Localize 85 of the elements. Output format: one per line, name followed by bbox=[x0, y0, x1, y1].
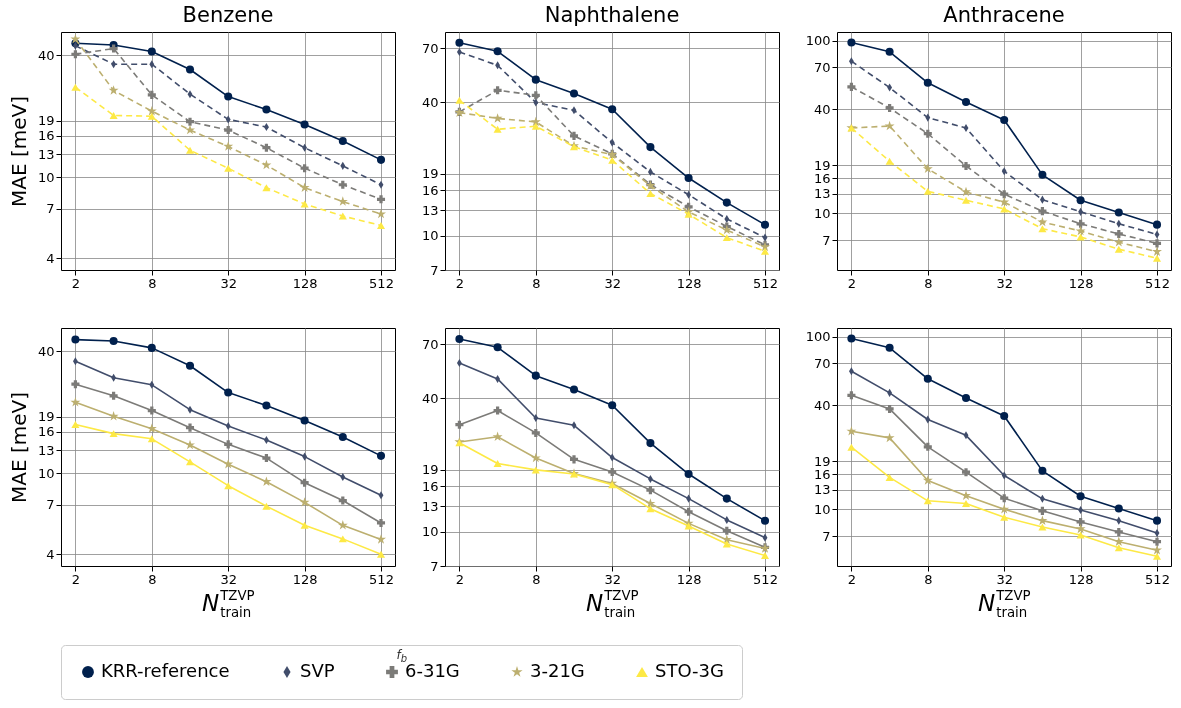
y-tick-label: 19 bbox=[37, 113, 55, 129]
y-tick-label: 7 bbox=[46, 201, 55, 217]
x-tick-label: 2 bbox=[71, 275, 81, 291]
legend-label: KRR-reference bbox=[101, 660, 230, 681]
x-tick-label: 32 bbox=[220, 275, 237, 291]
y-tick-label: 7 bbox=[430, 558, 439, 574]
x-tick-label: 8 bbox=[148, 571, 157, 587]
y-tick-label: 19 bbox=[421, 166, 439, 182]
x-tick-label: 8 bbox=[924, 571, 933, 587]
y-tick-label: 19 bbox=[813, 157, 831, 173]
x-tick-label: 128 bbox=[292, 275, 318, 291]
y-tick-label: 40 bbox=[37, 343, 55, 359]
chart-title: Naphthalene bbox=[544, 3, 680, 27]
y-tick-label: 16 bbox=[37, 424, 55, 440]
y-tick-label: 7 bbox=[430, 262, 439, 278]
x-tick-label: 32 bbox=[996, 571, 1013, 587]
x-tick-label: 128 bbox=[292, 571, 318, 587]
y-tick-label: 40 bbox=[813, 101, 831, 117]
x-tick-label: 512 bbox=[369, 275, 394, 291]
y-tick-label: 10 bbox=[813, 501, 831, 517]
y-tick-label: 13 bbox=[37, 442, 55, 458]
y-tick-label: 13 bbox=[421, 202, 439, 218]
x-tick-label: 32 bbox=[996, 275, 1013, 291]
y-tick-label: 10 bbox=[37, 465, 55, 481]
x-tick-label: 8 bbox=[532, 571, 541, 587]
x-tick-label: 512 bbox=[369, 571, 394, 587]
y-axis-title: MAE [meV] bbox=[6, 391, 31, 504]
y-tick-label: 13 bbox=[37, 146, 55, 162]
x-tick-label: 8 bbox=[148, 275, 157, 291]
y-tick-label: 10 bbox=[421, 228, 439, 244]
y-tick-label: 40 bbox=[37, 47, 55, 63]
y-tick-label: 19 bbox=[421, 462, 439, 478]
x-tick-label: 2 bbox=[455, 571, 465, 587]
y-tick-label: 16 bbox=[813, 170, 831, 186]
y-tick-label: 16 bbox=[813, 466, 831, 482]
y-tick-label: 13 bbox=[813, 186, 831, 202]
y-tick-label: 4 bbox=[46, 546, 55, 562]
legend-label: 3-21G bbox=[530, 660, 585, 681]
y-tick-label: 100 bbox=[805, 33, 831, 49]
x-tick-label: 512 bbox=[1145, 571, 1170, 587]
y-tick-label: 7 bbox=[822, 232, 831, 248]
y-tick-label: 13 bbox=[421, 498, 439, 514]
legend-label: STO-3G bbox=[655, 660, 724, 681]
x-tick-label: 32 bbox=[604, 275, 621, 291]
y-tick-label: 16 bbox=[37, 128, 55, 144]
x-tick-label: 128 bbox=[676, 571, 702, 587]
x-tick-label: 512 bbox=[1145, 275, 1170, 291]
y-tick-label: 16 bbox=[421, 478, 439, 494]
x-tick-label: 8 bbox=[532, 275, 541, 291]
y-tick-label: 40 bbox=[421, 390, 439, 406]
y-tick-label: 10 bbox=[421, 524, 439, 540]
y-tick-label: 13 bbox=[813, 482, 831, 498]
y-tick-label: 7 bbox=[46, 497, 55, 513]
x-tick-label: 32 bbox=[604, 571, 621, 587]
y-tick-label: 40 bbox=[421, 94, 439, 110]
x-tick-label: 32 bbox=[220, 571, 237, 587]
y-tick-label: 19 bbox=[813, 453, 831, 469]
y-tick-label: 70 bbox=[421, 40, 439, 56]
y-tick-label: 40 bbox=[813, 397, 831, 413]
y-tick-label: 7 bbox=[822, 528, 831, 544]
y-tick-label: 10 bbox=[813, 205, 831, 221]
chart-title: Anthracene bbox=[943, 3, 1065, 27]
x-tick-label: 2 bbox=[847, 275, 857, 291]
legend-label: SVP bbox=[300, 660, 335, 681]
x-tick-label: 512 bbox=[753, 275, 778, 291]
y-tick-label: 70 bbox=[813, 355, 831, 371]
x-tick-label: 128 bbox=[676, 275, 702, 291]
x-tick-label: 128 bbox=[1068, 571, 1094, 587]
y-tick-label: 70 bbox=[421, 336, 439, 352]
y-axis-title: MAE [meV] bbox=[6, 95, 31, 208]
x-tick-label: 512 bbox=[753, 571, 778, 587]
y-tick-label: 70 bbox=[813, 59, 831, 75]
y-tick-label: 4 bbox=[46, 250, 55, 266]
legend-title: f$_{b}$ bbox=[396, 647, 408, 664]
x-tick-label: 2 bbox=[847, 571, 857, 587]
x-tick-label: 128 bbox=[1068, 275, 1094, 291]
y-tick-label: 19 bbox=[37, 409, 55, 425]
chart-title: Benzene bbox=[182, 3, 274, 27]
y-tick-label: 100 bbox=[805, 329, 831, 345]
x-tick-label: 8 bbox=[924, 275, 933, 291]
y-tick-label: 10 bbox=[37, 169, 55, 185]
y-tick-label: 16 bbox=[421, 182, 439, 198]
x-tick-label: 2 bbox=[455, 275, 465, 291]
legend-label: 6-31G bbox=[405, 660, 460, 681]
x-tick-label: 2 bbox=[71, 571, 81, 587]
